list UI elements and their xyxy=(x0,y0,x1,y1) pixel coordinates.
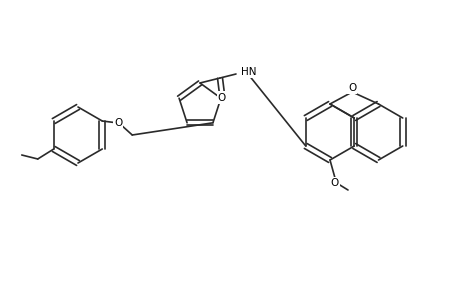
Text: O: O xyxy=(218,93,226,103)
Text: HN: HN xyxy=(241,67,256,77)
Text: O: O xyxy=(114,118,122,128)
Text: O: O xyxy=(217,92,225,102)
Text: O: O xyxy=(347,83,356,93)
Text: O: O xyxy=(330,178,338,188)
